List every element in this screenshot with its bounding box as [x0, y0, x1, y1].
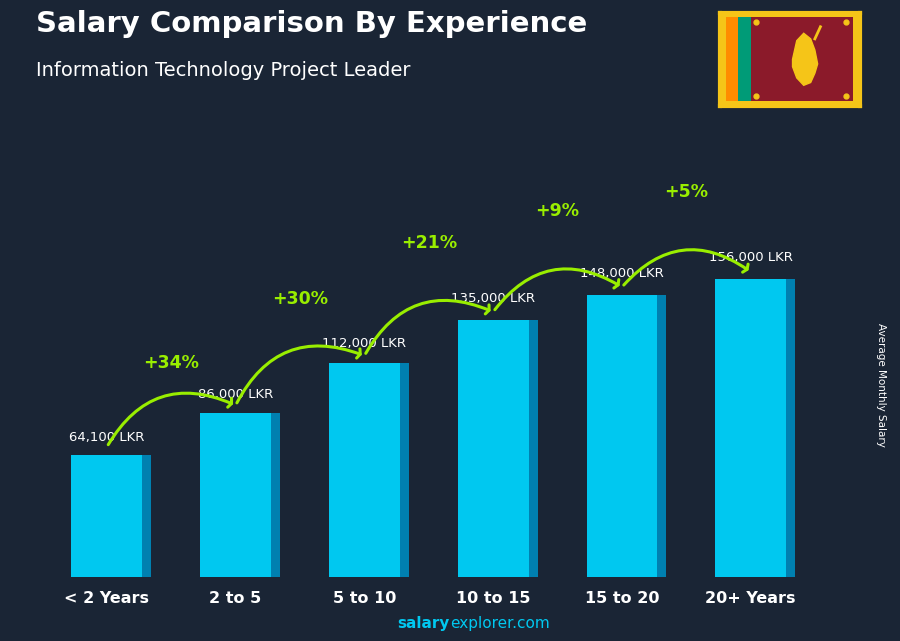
Bar — [738, 17, 751, 101]
FancyBboxPatch shape — [458, 319, 528, 577]
Text: 86,000 LKR: 86,000 LKR — [198, 388, 274, 401]
Text: 135,000 LKR: 135,000 LKR — [451, 292, 536, 306]
Polygon shape — [528, 319, 537, 577]
Bar — [751, 17, 852, 101]
Polygon shape — [271, 413, 280, 577]
Text: +21%: +21% — [400, 234, 457, 253]
Text: +5%: +5% — [664, 183, 708, 201]
Text: Information Technology Project Leader: Information Technology Project Leader — [36, 61, 410, 80]
Text: 64,100 LKR: 64,100 LKR — [69, 431, 145, 444]
Polygon shape — [793, 33, 818, 85]
FancyBboxPatch shape — [200, 413, 271, 577]
Polygon shape — [400, 363, 409, 577]
Polygon shape — [657, 295, 666, 577]
Polygon shape — [142, 454, 151, 577]
Text: Salary Comparison By Experience: Salary Comparison By Experience — [36, 10, 587, 38]
Bar — [725, 17, 738, 101]
Text: +30%: +30% — [272, 290, 328, 308]
Text: +9%: +9% — [536, 202, 580, 220]
Polygon shape — [786, 279, 796, 577]
FancyBboxPatch shape — [716, 279, 786, 577]
FancyBboxPatch shape — [587, 295, 657, 577]
Text: 148,000 LKR: 148,000 LKR — [580, 267, 664, 280]
Text: Average Monthly Salary: Average Monthly Salary — [877, 322, 886, 447]
Text: +34%: +34% — [143, 354, 199, 372]
Text: salary: salary — [398, 617, 450, 631]
FancyBboxPatch shape — [71, 454, 142, 577]
Text: explorer.com: explorer.com — [450, 617, 550, 631]
FancyBboxPatch shape — [329, 363, 400, 577]
Text: 112,000 LKR: 112,000 LKR — [322, 337, 407, 351]
Text: 156,000 LKR: 156,000 LKR — [709, 251, 793, 265]
